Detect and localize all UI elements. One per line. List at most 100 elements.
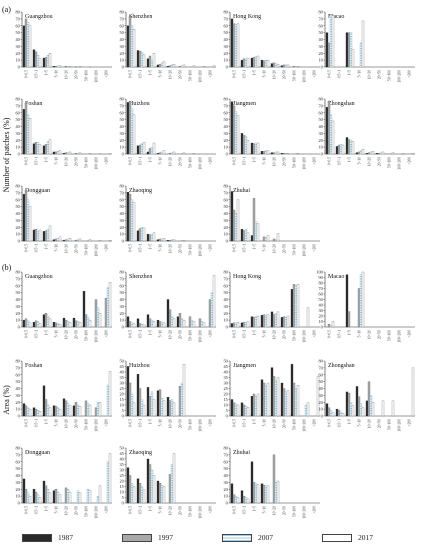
y-tick-label: 80 xyxy=(16,446,20,451)
bar-b-huizhou-2007-4 xyxy=(170,399,174,417)
bar-b-zhuhai-1987-3 xyxy=(260,483,264,504)
bar-a-dongguan-2007-3 xyxy=(56,238,60,242)
x-tick-label: 1~5 xyxy=(253,506,257,512)
bar-b-huizhou-2007-5 xyxy=(180,382,184,417)
x-tick-label: 20~50 xyxy=(378,419,382,428)
y-tick-label: 30 xyxy=(16,393,20,398)
bar-b-shenzhen-2007-5 xyxy=(180,318,184,328)
x-tick-label: 50~100 xyxy=(85,70,89,81)
bar-b-zhaoqing-1997-4 xyxy=(168,474,172,504)
bar-a-zhuhai-2007-1 xyxy=(244,229,248,242)
y-tick-label: 10 xyxy=(224,145,228,150)
x-tick-label: >200 xyxy=(105,157,109,165)
bar-a-hong-kong-2017-3 xyxy=(266,59,270,68)
bar-a-shenzhen-1987-2 xyxy=(146,58,150,68)
bar-b-jiangmen-2017-0 xyxy=(236,404,240,417)
bar-b-huizhou-2017-2 xyxy=(152,399,156,417)
y-tick-label: 50 xyxy=(224,290,228,295)
bar-b-zhongshan-2017-6 xyxy=(391,400,395,417)
bar-a-foshan-1997-0 xyxy=(24,102,28,155)
y-tick-label: 30 xyxy=(319,44,323,49)
bar-b-foshan-1997-6 xyxy=(84,400,88,417)
y-tick-label: 20 xyxy=(16,487,20,492)
bar-a-foshan-2007-4 xyxy=(66,152,70,155)
y-tick-label: 0 xyxy=(226,152,228,157)
bar-b-foshan-1997-0 xyxy=(24,405,28,417)
bar-b-shenzhen-2007-2 xyxy=(150,319,154,328)
bar-b-guangzhou-2017-8 xyxy=(108,282,112,328)
y-tick-label: 50 xyxy=(120,359,124,364)
y-tick-label: 40 xyxy=(224,473,228,478)
bar-a-zhaoqing-2007-2 xyxy=(150,233,154,242)
bar-b-jiangmen-1987-0 xyxy=(230,399,234,417)
x-tick-label: 5~10 xyxy=(263,157,267,165)
x-tick-label: 1~5 xyxy=(149,506,153,512)
y-tick-label: 60 xyxy=(120,197,124,202)
bar-b-dongguan-1987-3 xyxy=(52,490,56,504)
bar-b-foshan-1987-0 xyxy=(22,403,26,417)
x-tick-label: 20~50 xyxy=(283,70,287,79)
figure-canvas: (a) (b) Number of patches (%) Area (%) 0… xyxy=(2,5,415,519)
bar-b-zhaoqing-1997-0 xyxy=(128,475,132,504)
bar-a-dongguan-2017-4 xyxy=(68,238,72,242)
y-tick-label: 0 xyxy=(18,152,20,157)
x-tick-label: 5~10 xyxy=(358,157,362,165)
bar-b-zhaoqing-1997-1 xyxy=(138,483,142,504)
bar-b-macao-2007-3 xyxy=(359,274,363,328)
bar-b-hong-kong-1997-1 xyxy=(242,322,246,328)
y-tick-label: 60 xyxy=(224,110,228,115)
bar-b-dongguan-2017-3 xyxy=(58,494,62,504)
bar-b-jiangmen-1987-5 xyxy=(280,382,284,417)
bar-b-foshan-1987-1 xyxy=(32,407,36,417)
bar-b-huizhou-1997-5 xyxy=(178,386,182,417)
x-tick-label: 50~100 xyxy=(189,70,193,81)
y-tick-label: 10 xyxy=(319,145,323,150)
y-tick-label: 50 xyxy=(16,204,20,209)
x-tick-label: 50~100 xyxy=(293,419,297,430)
x-tick-label: 1~5 xyxy=(45,330,49,336)
x-tick-label: 50~100 xyxy=(189,506,193,517)
y-tick-label: 0 xyxy=(321,325,323,330)
y-tick-label: 30 xyxy=(224,131,228,136)
bar-b-zhongshan-1987-1 xyxy=(335,408,339,417)
bar-a-foshan-1987-0 xyxy=(22,109,26,155)
y-tick-label: 50 xyxy=(224,359,228,364)
bar-a-hong-kong-1997-3 xyxy=(262,60,266,68)
bar-a-shenzhen-2017-0 xyxy=(132,29,136,68)
bar-a-zhongshan-2007-5 xyxy=(379,152,383,155)
bar-a-dongguan-1987-1 xyxy=(32,229,36,242)
x-tick-label: 50~100 xyxy=(189,419,193,430)
x-tick-label: 1~5 xyxy=(45,419,49,425)
bar-b-huizhou-2007-2 xyxy=(150,391,154,417)
bar-b-huizhou-1997-3 xyxy=(158,389,162,417)
x-tick-label: 10~20 xyxy=(65,330,69,339)
bar-b-guangzhou-1987-1 xyxy=(32,322,36,328)
bar-a-jiangmen-1987-1 xyxy=(240,133,244,155)
bar-a-huizhou-1997-0 xyxy=(128,101,132,155)
bar-b-shenzhen-1997-7 xyxy=(198,318,202,328)
y-tick-label: 35 xyxy=(120,462,124,467)
x-tick-label: 50~100 xyxy=(388,70,392,81)
bar-b-zhuhai-1987-0 xyxy=(230,483,234,504)
bar-a-dongguan-2017-0 xyxy=(28,206,32,242)
x-tick-label: 100~200 xyxy=(199,419,203,432)
bar-a-foshan-2007-2 xyxy=(46,141,50,155)
bar-a-hong-kong-1987-5 xyxy=(280,65,284,68)
bar-a-macao-2017-3 xyxy=(361,20,365,68)
y-tick-label: 30 xyxy=(16,44,20,49)
bar-b-hong-kong-2017-5 xyxy=(286,315,290,328)
x-tick-label: >200 xyxy=(313,330,317,338)
x-tick-label: 5~10 xyxy=(55,244,59,252)
y-tick-label: 50 xyxy=(224,117,228,122)
x-tick-label: 50~100 xyxy=(388,330,392,341)
bar-a-hong-kong-1997-5 xyxy=(282,64,286,68)
bar-a-huizhou-1997-4 xyxy=(168,153,172,155)
x-tick-label: 0~0.5 xyxy=(25,506,29,514)
bar-a-guangzhou-2007-0 xyxy=(26,22,30,68)
y-tick-label: 10 xyxy=(16,232,20,237)
bar-b-guangzhou-2017-0 xyxy=(28,322,32,328)
bar-a-zhaoqing-1997-1 xyxy=(138,228,142,242)
bar-b-guangzhou-1987-2 xyxy=(42,314,46,328)
